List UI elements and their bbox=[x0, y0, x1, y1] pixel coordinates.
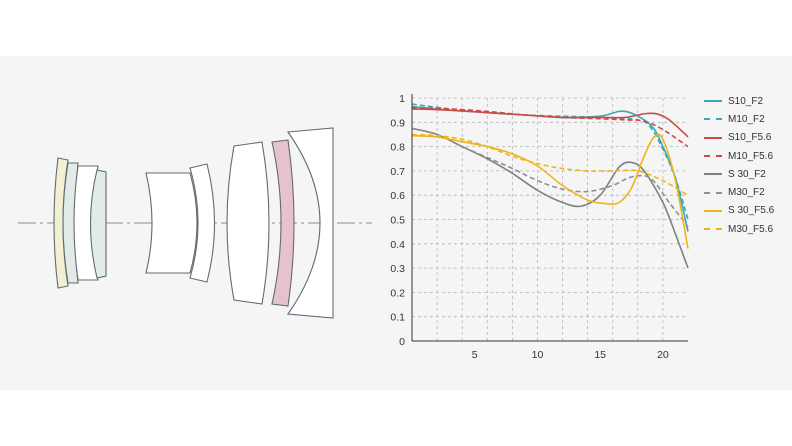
chart-grid bbox=[412, 97, 688, 341]
x-tick-label: 20 bbox=[657, 349, 669, 361]
legend-swatch bbox=[704, 118, 722, 121]
legend-label: M30_F2 bbox=[728, 187, 765, 199]
chart-tick-labels: 00.10.20.30.40.50.60.70.80.915 10 15 20 bbox=[390, 93, 669, 361]
chart-axes bbox=[411, 94, 688, 342]
x-tick-label: 10 bbox=[532, 349, 544, 361]
lens-element-5 bbox=[145, 172, 198, 274]
chart-series bbox=[411, 103, 689, 269]
series-line-s-30-f5-6 bbox=[411, 133, 689, 249]
y-tick-label: 0.1 bbox=[390, 312, 405, 324]
legend-item: M30_F5.6 bbox=[704, 220, 774, 238]
legend-label: M10_F2 bbox=[728, 113, 765, 125]
legend-label: M10_F5.6 bbox=[728, 150, 774, 162]
y-tick-label: 0.4 bbox=[390, 239, 405, 251]
series-line-s10-f5-6 bbox=[411, 108, 689, 138]
legend-item: S 30_F2 bbox=[704, 165, 774, 183]
legend-item: S10_F2 bbox=[704, 92, 774, 110]
legend-label: S10_F2 bbox=[728, 95, 764, 107]
y-tick-label: 0.9 bbox=[390, 117, 405, 129]
lens-element-8 bbox=[271, 139, 295, 307]
series-line-s-30-f2 bbox=[411, 127, 689, 269]
legend-swatch bbox=[704, 228, 722, 231]
legend-label: S 30_F5.6 bbox=[728, 205, 775, 217]
legend-item: M30_F2 bbox=[704, 183, 774, 201]
y-tick-label: 0.8 bbox=[390, 142, 405, 154]
y-tick-label: 1 bbox=[399, 93, 405, 105]
legend-swatch bbox=[704, 173, 722, 176]
y-tick-label: 0.2 bbox=[390, 287, 405, 299]
series-line-s10-f2 bbox=[411, 105, 689, 232]
lens-element-7 bbox=[226, 141, 270, 305]
legend-swatch bbox=[704, 191, 722, 194]
legend-item: M10_F5.6 bbox=[704, 147, 774, 165]
legend-swatch bbox=[704, 209, 722, 212]
lens-diagram bbox=[18, 127, 372, 319]
y-tick-label: 0.3 bbox=[390, 263, 405, 275]
y-tick-label: 0.7 bbox=[390, 166, 405, 178]
series-line-m10-f5-6 bbox=[411, 106, 689, 148]
content-panel: 0 0.1 0.2 0.3 0.4 0.5 0.6 0.7 0.8 0.9 1 5 10 15 20 S10… bbox=[0, 56, 792, 390]
chart-legend: S10_F2 M10_F2 S10_F5.6 M10_F5.6 S 30_F2 M30_F… bbox=[704, 92, 774, 238]
mtf-chart: 00.10.20.30.40.50.60.70.80.915 10 15 20 bbox=[390, 93, 689, 361]
legend-item: S 30_F5.6 bbox=[704, 202, 774, 220]
legend-label: S 30_F2 bbox=[728, 168, 766, 180]
legend-swatch bbox=[704, 136, 722, 139]
legend-label: M30_F5.6 bbox=[728, 223, 774, 235]
legend-swatch bbox=[704, 100, 722, 103]
lens-element-6 bbox=[189, 163, 215, 283]
x-tick-label: 5 bbox=[472, 349, 478, 361]
y-tick-label: 0.6 bbox=[390, 190, 405, 202]
legend-swatch bbox=[704, 155, 722, 158]
x-tick-label: 15 bbox=[594, 349, 606, 361]
series-line-m30-f5-6 bbox=[411, 133, 689, 196]
legend-item: S10_F5.6 bbox=[704, 129, 774, 147]
series-line-m30-f2 bbox=[411, 127, 689, 228]
legend-item: M10_F2 bbox=[704, 110, 774, 128]
legend-label: S10_F5.6 bbox=[728, 132, 772, 144]
lens-element-9 bbox=[287, 127, 334, 319]
y-tick-label: 0 bbox=[399, 336, 405, 348]
lens-element-4 bbox=[90, 169, 107, 279]
y-tick-label: 0.5 bbox=[390, 215, 405, 227]
